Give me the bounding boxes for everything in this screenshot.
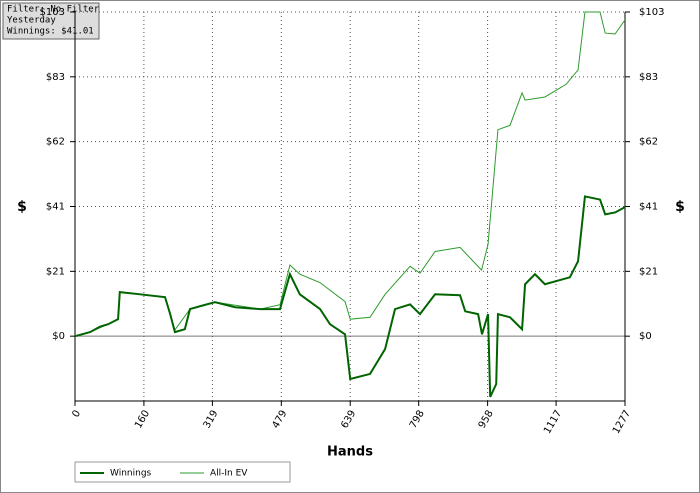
y2-tick-label: $41	[639, 202, 658, 213]
y-tick-label: $21	[46, 266, 65, 277]
y2-tick-label: $103	[639, 7, 664, 18]
info-text: Winnings: $41.01	[7, 27, 94, 37]
y2-tick-label: $21	[639, 266, 658, 277]
y-tick-label: $62	[46, 137, 65, 148]
y2-tick-label: $83	[639, 72, 658, 83]
y-tick-label: $41	[46, 202, 65, 213]
y-tick-label: $0	[52, 331, 65, 342]
y2-tick-label: $62	[639, 137, 658, 148]
y-tick-label: $83	[46, 72, 65, 83]
info-text: Filter: No Filter	[7, 5, 100, 15]
y2-tick-label: $0	[639, 331, 652, 342]
x-axis-label: Hands	[327, 445, 373, 460]
y-tick-label: $103	[40, 7, 65, 18]
legend-label: Winnings	[110, 469, 152, 479]
legend-label: All-In EV	[210, 469, 248, 479]
y-axis-label: $	[17, 199, 27, 215]
info-text: Yesterday	[7, 16, 56, 26]
info-background	[2, 2, 100, 40]
x-tick-label: 0	[70, 409, 83, 420]
series-line	[74, 195, 626, 398]
y2-axis-label: $	[675, 199, 685, 215]
legend	[74, 461, 291, 483]
